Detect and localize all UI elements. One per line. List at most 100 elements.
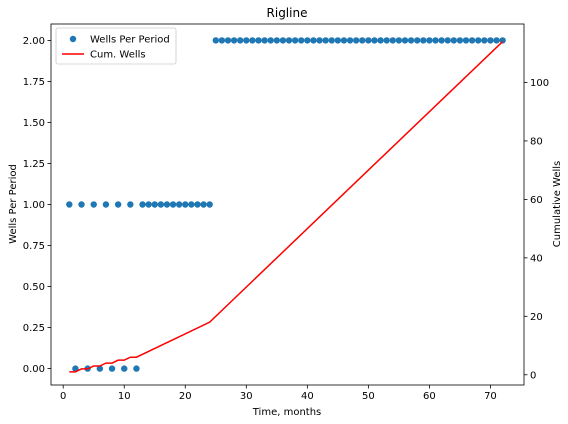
- scatter-point: [438, 37, 445, 44]
- scatter-point: [389, 37, 396, 44]
- x-tick-label: 70: [484, 391, 497, 402]
- x-tick-label: 10: [118, 391, 131, 402]
- scatter-point: [304, 37, 311, 44]
- scatter-point: [145, 201, 152, 208]
- legend-marker: [69, 35, 77, 43]
- legend: Wells Per Period Cum. Wells: [55, 27, 177, 65]
- scatter-point: [163, 201, 171, 208]
- scatter-point: [139, 201, 146, 208]
- y-tick-label: 0.50: [23, 282, 45, 293]
- scatter-point: [108, 365, 116, 372]
- scatter-point: [468, 37, 476, 44]
- scatter-point: [230, 37, 238, 44]
- x-tick-label: 20: [179, 391, 192, 402]
- x-tick-label: 60: [423, 391, 436, 402]
- scatter-point: [377, 37, 384, 44]
- scatter-point: [261, 37, 268, 44]
- scatter-point: [151, 201, 158, 208]
- scatter-point: [322, 37, 329, 44]
- y-tick-label: 1.00: [23, 200, 45, 211]
- scatter-point: [371, 37, 378, 44]
- scatter-point: [273, 37, 281, 44]
- scatter-point: [328, 37, 335, 44]
- scatter-point: [279, 37, 287, 44]
- legend-label: Wells Per Period: [90, 35, 170, 46]
- scatter-point: [285, 37, 293, 44]
- scatter-point: [72, 365, 79, 372]
- y-axis-label: Wells Per Period: [8, 164, 19, 244]
- scatter-point: [188, 201, 195, 208]
- x-tick-label: 40: [301, 391, 314, 402]
- scatter-point: [224, 37, 232, 44]
- scatter-point: [218, 37, 226, 44]
- y-tick-label: 1.25: [23, 159, 45, 170]
- scatter-point: [243, 37, 250, 44]
- scatter-point: [291, 37, 299, 44]
- y2-tick-label: 20: [530, 312, 543, 323]
- scatter-point: [499, 37, 506, 44]
- scatter-point: [401, 37, 409, 44]
- y2-tick-label: 40: [530, 253, 543, 264]
- scatter-point: [426, 37, 433, 44]
- scatter-point: [493, 37, 500, 44]
- y-tick-label: 1.50: [23, 118, 45, 129]
- scatter-point: [310, 37, 317, 44]
- scatter-point: [255, 37, 262, 44]
- scatter-point: [487, 37, 494, 44]
- scatter-point: [90, 201, 97, 208]
- scatter-point: [383, 37, 390, 44]
- scatter-point: [413, 37, 421, 44]
- scatter-point: [249, 37, 256, 44]
- chart-title: Rigline: [267, 6, 308, 20]
- scatter-point: [450, 37, 458, 44]
- scatter-point: [66, 201, 73, 208]
- scatter-point: [121, 365, 128, 372]
- y-tick-label: 1.75: [23, 77, 45, 88]
- scatter-point: [206, 201, 213, 208]
- legend-box: [55, 27, 177, 65]
- legend-label: Cum. Wells: [90, 50, 146, 61]
- x-tick-label: 0: [60, 391, 66, 402]
- y2-tick-label: 60: [530, 195, 543, 206]
- y-tick-label: 0.00: [23, 364, 45, 375]
- scatter-point: [340, 37, 348, 44]
- y2-tick-label: 80: [530, 136, 543, 147]
- scatter-point: [462, 37, 470, 44]
- scatter-point: [481, 37, 488, 44]
- series-line-cum-wells: [69, 40, 504, 373]
- x-tick-label: 30: [240, 391, 253, 402]
- scatter-point: [169, 201, 177, 208]
- scatter-point: [267, 37, 274, 44]
- scatter-point: [365, 37, 372, 44]
- scatter-point: [194, 201, 201, 208]
- scatter-point: [420, 37, 427, 44]
- scatter-point: [133, 365, 140, 372]
- scatter-point: [359, 37, 366, 44]
- y2-tick-label: 100: [530, 78, 549, 89]
- scatter-point: [346, 37, 354, 44]
- y-tick-label: 0.25: [23, 323, 45, 334]
- scatter-point: [237, 37, 244, 44]
- x-tick-label: 50: [362, 391, 375, 402]
- scatter-point: [182, 201, 189, 208]
- plot-area: 0 10 20 30 40 50 60 70 0.00 0.25 0.50 0.75 1.00 1.25 1…: [23, 23, 549, 402]
- y-tick-label: 2.00: [23, 36, 45, 47]
- scatter-point: [407, 37, 415, 44]
- scatter-point: [200, 201, 207, 208]
- y2-axis-label: Cumulative Wells: [552, 161, 563, 247]
- scatter-point: [102, 201, 110, 208]
- scatter-point: [352, 37, 360, 44]
- scatter-point: [475, 37, 482, 44]
- scatter-point: [456, 37, 464, 44]
- scatter-point: [298, 37, 305, 44]
- scatter-point: [96, 365, 104, 372]
- x-axis-label: Time, months: [252, 407, 322, 418]
- scatter-point: [432, 37, 439, 44]
- scatter-point: [316, 37, 323, 44]
- scatter-point: [395, 37, 403, 44]
- scatter-point: [334, 37, 342, 44]
- scatter-point: [212, 37, 219, 44]
- scatter-point: [175, 201, 183, 208]
